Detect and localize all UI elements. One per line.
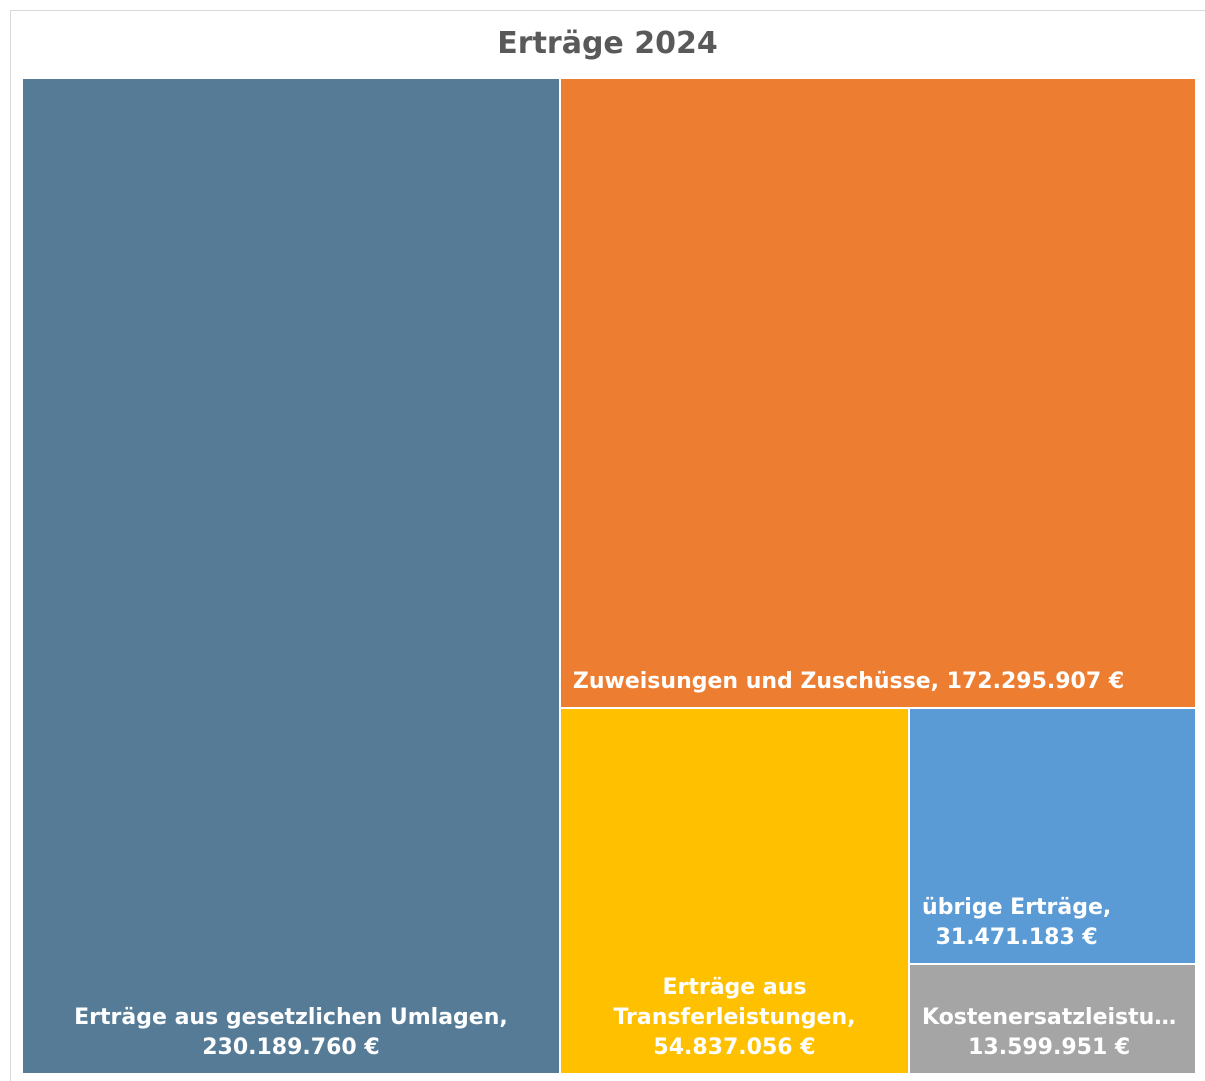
- chart-title: Erträge 2024: [497, 26, 718, 61]
- treemap-cell: übrige Erträge, 31.471.183 €: [909, 708, 1196, 964]
- category-label: Zuweisungen und Zuschüsse,: [572, 669, 939, 695]
- value-label: 13.599.951 €: [968, 1034, 1131, 1060]
- category-label: Erträge aus Transferleistungen,: [613, 974, 856, 1030]
- value-label: 230.189.760 €: [202, 1035, 380, 1060]
- cell-label: Zuweisungen und Zuschüsse, 172.295.907 €: [561, 667, 1136, 707]
- cell-label: Kostenersatzleistu… 13.599.951 €: [910, 1003, 1188, 1073]
- chart-frame: [10, 10, 1205, 1081]
- cell-label: Erträge aus gesetzlichen Umlagen, 230.18…: [23, 1003, 559, 1073]
- value-label: 31.471.183 €: [935, 924, 1098, 950]
- value-label: 54.837.056 €: [653, 1034, 816, 1060]
- value-label: 172.295.907 €: [946, 669, 1125, 695]
- cell-label: übrige Erträge, 31.471.183 €: [910, 893, 1123, 963]
- cell-label: Erträge aus Transferleistungen, 54.837.0…: [561, 973, 908, 1073]
- treemap-cell: Erträge aus gesetzlichen Umlagen, 230.18…: [22, 78, 560, 1074]
- category-label: Kostenersatzleistu…: [922, 1004, 1177, 1030]
- category-label: Erträge aus gesetzlichen Umlagen,: [74, 1005, 508, 1030]
- treemap-cell: Kostenersatzleistu… 13.599.951 €: [909, 963, 1196, 1074]
- category-label: übrige Erträge,: [922, 894, 1112, 920]
- treemap-cell: Erträge aus Transferleistungen, 54.837.0…: [559, 708, 910, 1074]
- treemap-cell: Zuweisungen und Zuschüsse, 172.295.907 €: [559, 78, 1196, 709]
